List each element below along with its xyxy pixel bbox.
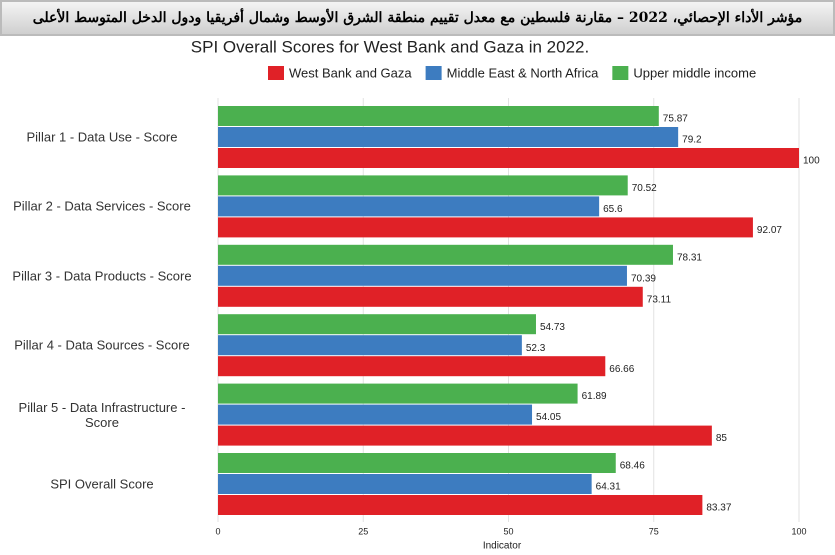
value-label: 64.31 — [596, 482, 621, 493]
value-label: 54.05 — [536, 412, 561, 423]
bar — [218, 314, 536, 335]
x-tick-label: 0 — [215, 526, 220, 536]
y-tick-label: Pillar 1 - Data Use - Score — [26, 129, 178, 145]
y-tick-label: Pillar 2 - Data Services - Score — [13, 198, 191, 214]
bar — [218, 383, 578, 404]
bar — [218, 335, 522, 356]
value-label: 78.31 — [677, 252, 702, 263]
value-label: 70.39 — [631, 273, 656, 284]
x-tick-label: 50 — [503, 526, 513, 536]
value-label: 70.52 — [632, 183, 657, 194]
value-label: 68.46 — [620, 461, 645, 472]
bar — [218, 286, 643, 307]
legend-swatch — [268, 66, 284, 80]
bar — [218, 106, 659, 126]
value-label: 65.6 — [603, 204, 623, 215]
legend-label: West Bank and Gaza — [289, 65, 412, 80]
bar — [218, 265, 627, 286]
y-tick-label: Pillar 5 - Data Infrastructure - Score — [18, 399, 186, 430]
bar — [218, 217, 753, 238]
bar — [218, 356, 606, 377]
value-label: 100 — [803, 156, 820, 167]
bar — [218, 196, 600, 217]
bar — [218, 474, 592, 494]
y-tick-label: SPI Overall Score — [50, 476, 154, 492]
chart-title: SPI Overall Scores for West Bank and Gaz… — [191, 37, 589, 56]
x-tick-label: 25 — [358, 526, 368, 536]
value-label: 54.73 — [540, 322, 565, 333]
value-label: 85 — [716, 433, 728, 444]
header-title: مؤشر الأداء الإحصائي، 2022 – مقارنة فلسط… — [0, 0, 835, 36]
legend-label: Middle East & North Africa — [447, 65, 599, 80]
value-label: 79.2 — [682, 135, 702, 146]
y-tick-label: Pillar 3 - Data Products - Score — [12, 268, 192, 284]
value-label: 61.89 — [582, 391, 607, 402]
bar — [218, 425, 712, 446]
value-label: 52.3 — [526, 343, 546, 354]
x-axis-label: Indicator — [483, 541, 522, 552]
bar — [218, 453, 616, 473]
bar — [218, 127, 679, 147]
bar — [218, 148, 799, 168]
value-label: 83.37 — [706, 503, 731, 514]
value-label: 92.07 — [757, 225, 782, 236]
value-label: 66.66 — [609, 364, 634, 375]
x-tick-label: 100 — [791, 526, 806, 536]
bar — [218, 495, 703, 515]
bar — [218, 244, 673, 265]
legend-swatch — [425, 66, 442, 80]
legend-swatch — [612, 66, 629, 80]
bar — [218, 175, 628, 196]
x-tick-label: 75 — [649, 526, 659, 536]
y-tick-label: Pillar 4 - Data Sources - Score — [14, 337, 190, 353]
legend-label: Upper middle income — [633, 65, 756, 80]
bar — [218, 404, 533, 425]
value-label: 75.87 — [663, 114, 688, 125]
value-label: 73.11 — [647, 294, 672, 305]
